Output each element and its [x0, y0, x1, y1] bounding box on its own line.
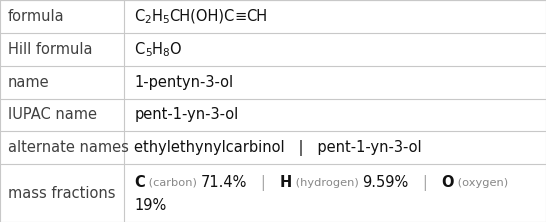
- Text: 2: 2: [145, 15, 151, 26]
- Text: 5: 5: [145, 48, 151, 58]
- Text: O: O: [169, 42, 181, 57]
- Text: alternate names: alternate names: [8, 140, 129, 155]
- Text: 8: 8: [162, 48, 169, 58]
- Text: H: H: [151, 9, 162, 24]
- Text: CH(OH)C: CH(OH)C: [169, 9, 234, 24]
- Text: ethylethynylcarbinol   |   pent-1-yn-3-ol: ethylethynylcarbinol | pent-1-yn-3-ol: [134, 140, 422, 156]
- Text: (hydrogen): (hydrogen): [292, 178, 363, 188]
- Text: 5: 5: [162, 15, 169, 26]
- Text: C: C: [134, 42, 145, 57]
- Text: 19%: 19%: [134, 198, 167, 213]
- Text: mass fractions: mass fractions: [8, 186, 116, 201]
- Text: H: H: [151, 42, 162, 57]
- Text: name: name: [8, 75, 50, 90]
- Text: IUPAC name: IUPAC name: [8, 107, 97, 123]
- Text: Hill formula: Hill formula: [8, 42, 92, 57]
- Text: |: |: [247, 175, 280, 191]
- Text: H: H: [280, 175, 292, 190]
- Text: O: O: [442, 175, 454, 190]
- Text: (oxygen): (oxygen): [454, 178, 512, 188]
- Text: |: |: [409, 175, 442, 191]
- Text: C: C: [134, 9, 145, 24]
- Text: ≡: ≡: [234, 9, 246, 24]
- Text: 71.4%: 71.4%: [201, 175, 247, 190]
- Text: formula: formula: [8, 9, 64, 24]
- Text: (carbon): (carbon): [145, 178, 201, 188]
- Text: 1-pentyn-3-ol: 1-pentyn-3-ol: [134, 75, 234, 90]
- Text: C: C: [134, 175, 145, 190]
- Text: CH: CH: [246, 9, 268, 24]
- Text: 9.59%: 9.59%: [363, 175, 409, 190]
- Text: pent-1-yn-3-ol: pent-1-yn-3-ol: [134, 107, 239, 123]
